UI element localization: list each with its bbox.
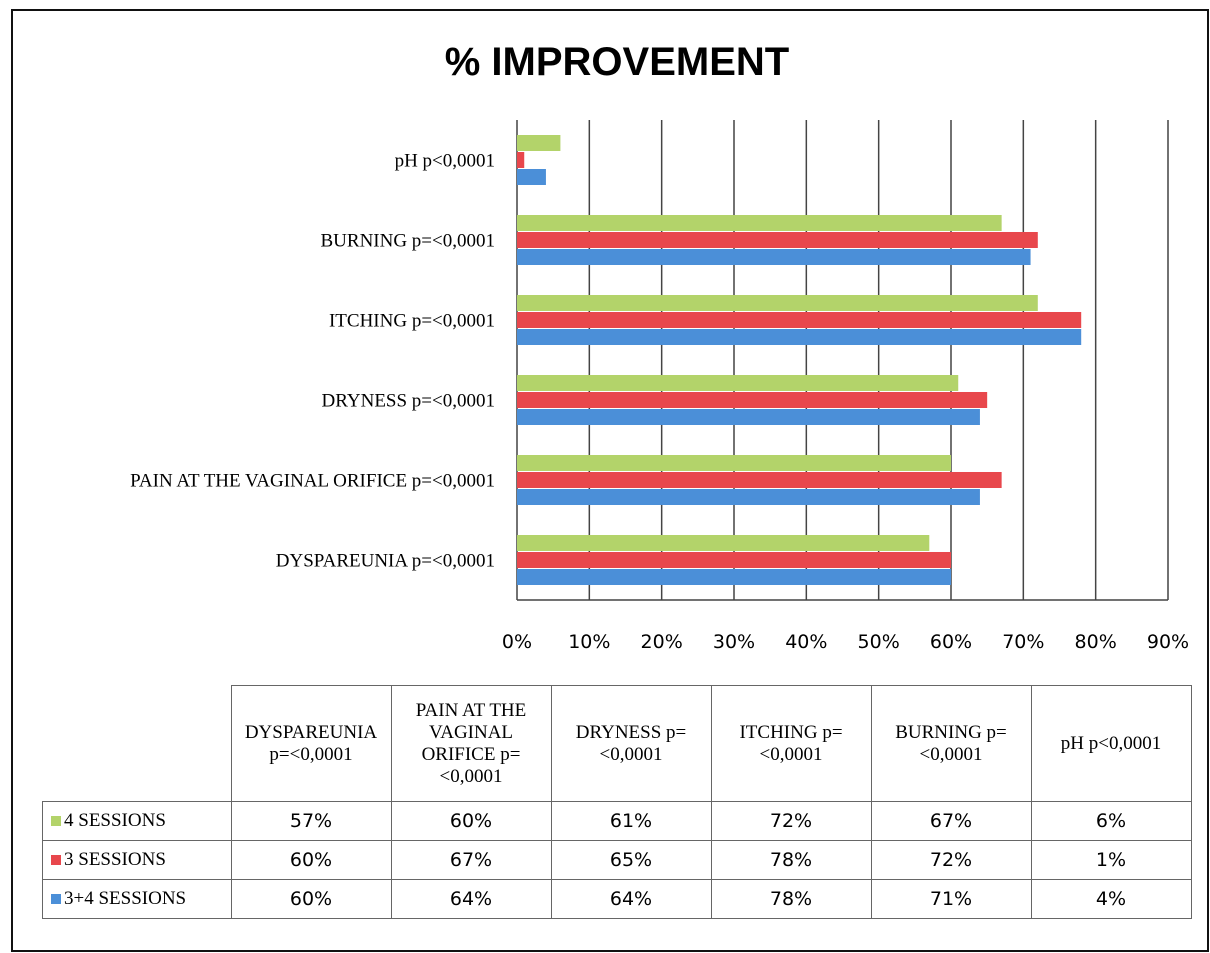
x-tick-label: 10% — [568, 631, 610, 653]
x-tick-label: 50% — [858, 631, 900, 653]
bar — [517, 312, 1082, 328]
series-row: 3 SESSIONS 60% 67% 65% 78% 72% 1% — [42, 840, 1192, 880]
x-tick-label: 60% — [930, 631, 972, 653]
x-tick-label: 80% — [1075, 631, 1117, 653]
table-value: 78% — [710, 840, 872, 880]
x-tick-label: 30% — [713, 631, 755, 653]
table-value: 78% — [710, 879, 872, 919]
legend-label: 3+4 SESSIONS — [64, 888, 187, 909]
x-tick-label: 40% — [785, 631, 827, 653]
table-value: 60% — [390, 801, 552, 841]
bar — [517, 135, 561, 151]
bar — [517, 472, 1002, 488]
legend-entry: 3 SESSIONS — [42, 840, 232, 880]
bar — [517, 215, 1002, 231]
table-value: 67% — [870, 801, 1032, 841]
table-value: 64% — [550, 879, 712, 919]
blank-cell — [43, 686, 232, 802]
table-value: 61% — [550, 801, 712, 841]
legend-swatch — [51, 855, 61, 865]
column-header: BURNING p=<0,0001 — [870, 685, 1032, 802]
bar — [517, 489, 980, 505]
y-tick-label: DYSPAREUNIA p=<0,0001 — [276, 550, 495, 571]
legend-label: 4 SESSIONS — [64, 810, 166, 831]
bar — [517, 392, 988, 408]
frame — [11, 9, 1209, 952]
x-tick-label: 90% — [1147, 631, 1189, 653]
bar — [517, 409, 980, 425]
table-value: 1% — [1030, 840, 1192, 880]
legend-entry: 4 SESSIONS — [42, 801, 232, 841]
x-tick-label: 20% — [641, 631, 683, 653]
bar — [517, 249, 1031, 265]
header-row: DYSPAREUNIA p=<0,0001 PAIN AT THE VAGINAL… — [43, 685, 1192, 802]
table-value: 72% — [710, 801, 872, 841]
x-tick-label: 70% — [1002, 631, 1044, 653]
table-value: 4% — [1030, 879, 1192, 919]
data-table: DYSPAREUNIA p=<0,0001 PAIN AT THE VAGINAL… — [42, 685, 1192, 919]
table-value: 65% — [550, 840, 712, 880]
table-value: 60% — [230, 879, 392, 919]
table-value: 6% — [1030, 801, 1192, 841]
bar — [517, 535, 930, 551]
legend-swatch — [51, 894, 61, 904]
chart-title: % IMPROVEMENT — [445, 40, 789, 84]
bar — [517, 295, 1038, 311]
bar — [517, 329, 1082, 345]
table-value: 60% — [230, 840, 392, 880]
table-value: 57% — [230, 801, 392, 841]
legend-label: 3 SESSIONS — [64, 849, 166, 870]
column-header: DYSPAREUNIA p=<0,0001 — [230, 685, 392, 802]
series-row: 3+4 SESSIONS 60% 64% 64% 78% 71% 4% — [42, 879, 1192, 919]
table-value: 72% — [870, 840, 1032, 880]
bar — [517, 232, 1038, 248]
y-tick-label: pH p<0,0001 — [395, 150, 495, 171]
bar — [517, 552, 951, 568]
bar — [517, 169, 546, 185]
legend-entry: 3+4 SESSIONS — [42, 879, 232, 919]
series-row: 4 SESSIONS 57% 60% 61% 72% 67% 6% — [42, 801, 1192, 841]
column-header: PAIN AT THE VAGINAL ORIFICE p=<0,0001 — [390, 685, 552, 802]
column-header: ITCHING p=<0,0001 — [710, 685, 872, 802]
bar — [517, 455, 951, 471]
column-header: DRYNESS p=<0,0001 — [550, 685, 712, 802]
x-tick-label: 0% — [502, 631, 532, 653]
y-tick-label: DRYNESS p=<0,0001 — [322, 390, 495, 411]
y-tick-label: PAIN AT THE VAGINAL ORIFICE p=<0,0001 — [130, 470, 495, 491]
legend-swatch — [51, 816, 61, 826]
table-value: 71% — [870, 879, 1032, 919]
bar — [517, 569, 951, 585]
bar — [517, 152, 525, 168]
table-value: 64% — [390, 879, 552, 919]
y-tick-label: BURNING p=<0,0001 — [321, 230, 496, 251]
table-value: 67% — [390, 840, 552, 880]
bar — [517, 375, 959, 391]
y-tick-label: ITCHING p=<0,0001 — [329, 310, 495, 331]
column-header: pH p<0,0001 — [1030, 685, 1192, 802]
